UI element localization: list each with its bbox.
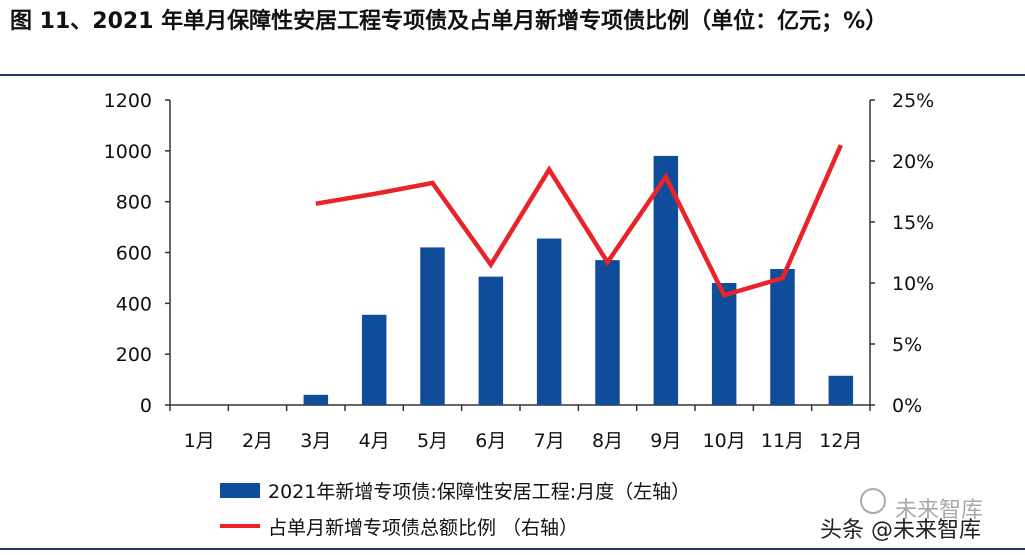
y-right-tick-label: 25% (892, 90, 934, 112)
legend: 2021年新增专项债:保障性安居工程:月度（左轴） 占单月新增专项债总额比例 （… (220, 472, 690, 544)
title-divider (0, 74, 1025, 76)
x-tick-label: 9月 (650, 430, 681, 452)
tick-labels: 0 200 400 600 800 1000 1200 0% 5% 10% 15% 20% 25% 1月 2… (104, 90, 935, 452)
legend-item-bar: 2021年新增专项债:保障性安居工程:月度（左轴） (220, 472, 690, 508)
x-tick-label: 10月 (703, 430, 746, 452)
bar (361, 314, 387, 405)
watermark-logo-icon (860, 488, 886, 514)
legend-label-line: 占单月新增专项债总额比例 （右轴） (268, 516, 579, 539)
y-right-tick-label: 0% (892, 395, 922, 417)
x-tick-label: 3月 (300, 430, 331, 452)
bar-series (303, 155, 854, 405)
bar (770, 269, 795, 405)
bar (711, 283, 737, 405)
x-tick-label: 8月 (592, 430, 623, 452)
y-right-tick-label: 5% (892, 334, 922, 356)
y-left-tick-label: 600 (116, 243, 152, 265)
legend-swatch-line (220, 524, 260, 528)
y-left-tick-label: 800 (116, 192, 152, 214)
x-tick-label: 12月 (819, 430, 862, 452)
series-line (315, 144, 843, 298)
chart-title: 图 11、2021 年单月保障性安居工程专项债及占单月新增专项债比例（单位：亿元… (10, 9, 888, 34)
y-left-tick-label: 1200 (104, 90, 152, 112)
bar (303, 394, 329, 405)
line-series (315, 144, 843, 298)
legend-label-bar: 2021年新增专项债:保障性安居工程:月度（左轴） (268, 480, 691, 503)
x-tick-label: 2月 (242, 430, 273, 452)
x-tick-label: 4月 (359, 430, 390, 452)
x-tick-label: 1月 (184, 430, 215, 452)
chart-axes (165, 99, 875, 411)
x-tick-label: 6月 (475, 430, 506, 452)
x-tick-label: 5月 (417, 430, 448, 452)
x-tick-label: 7月 (534, 430, 565, 452)
footer-divider (0, 548, 1025, 550)
y-right-tick-label: 15% (892, 212, 934, 234)
y-left-tick-label: 0 (140, 395, 152, 417)
y-right-tick-label: 20% (892, 151, 934, 173)
x-tick-label: 11月 (761, 430, 804, 452)
legend-swatch-bar (220, 482, 260, 498)
y-left-tick-label: 400 (116, 293, 152, 315)
bar (478, 276, 504, 405)
legend-item-line: 占单月新增专项债总额比例 （右轴） (220, 508, 690, 544)
bar (536, 238, 562, 405)
y-left-tick-label: 200 (116, 344, 152, 366)
bar (595, 260, 620, 405)
watermark-brand: 未来智库 (895, 498, 984, 523)
y-right-tick-label: 10% (892, 273, 934, 295)
bar (420, 247, 445, 405)
bar (828, 375, 854, 405)
y-left-tick-label: 1000 (104, 141, 152, 163)
watermark-source: 头条 @未来智库 (820, 518, 981, 543)
